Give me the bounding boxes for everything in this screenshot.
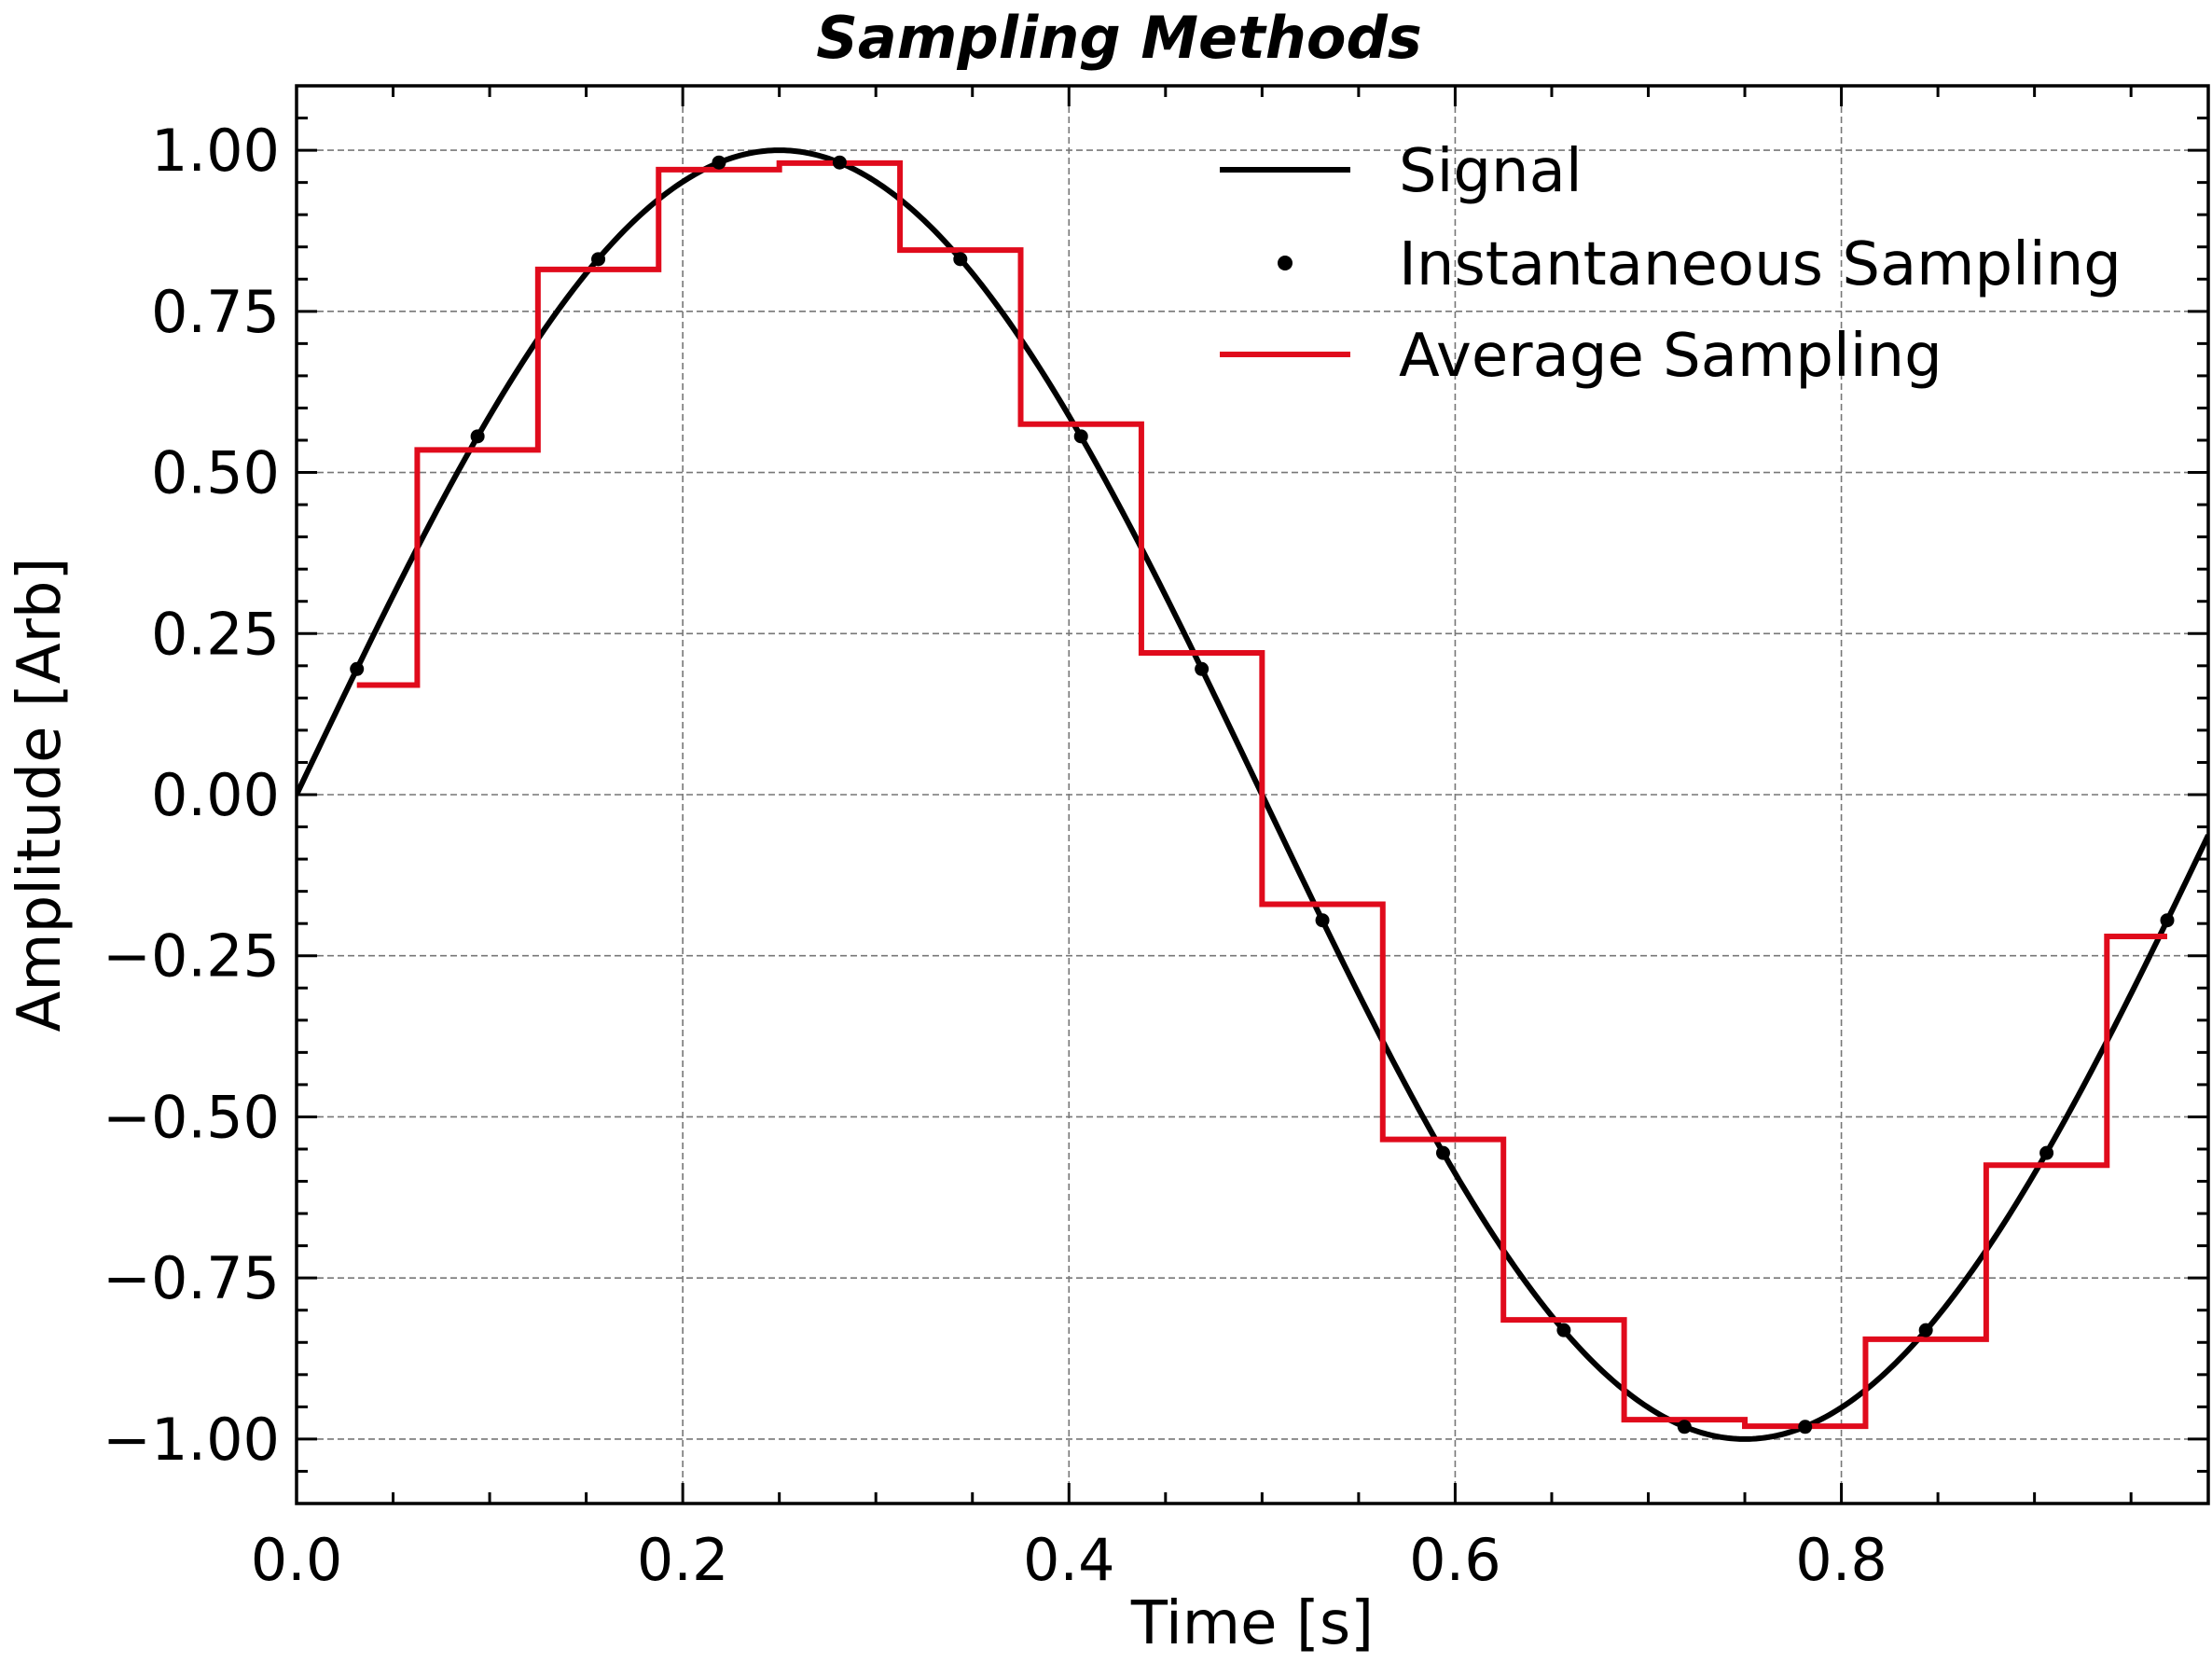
chart-title: Sampling Methods: [816, 4, 1422, 72]
y-tick-label: 0.25: [151, 600, 280, 668]
axis-ticks: [295, 86, 2208, 1504]
instantaneous-sample-point: [2039, 1145, 2054, 1160]
signal-line: [297, 147, 2208, 1442]
x-axis-label: Time [s]: [1130, 1589, 1374, 1658]
legend-marker-instantaneous: [1278, 256, 1293, 270]
legend-label: Instantaneous Sampling: [1399, 230, 2122, 299]
instantaneous-sample-point: [1315, 913, 1330, 928]
y-axis-label: Amplitude [Arb]: [6, 558, 75, 1032]
instantaneous-sample-point: [1195, 661, 1210, 676]
x-tick-label: 0.4: [1023, 1526, 1115, 1594]
instantaneous-sample-point: [1073, 429, 1088, 444]
x-tick-label: 0.6: [1409, 1526, 1501, 1594]
x-tick-label: 0.2: [637, 1526, 729, 1594]
instantaneous-sample-point: [1435, 1145, 1450, 1160]
x-tick-labels: 0.0 0.2 0.4 0.6 0.8: [251, 1526, 1887, 1594]
instantaneous-sample-point: [2160, 913, 2175, 928]
instantaneous-sample-point: [1677, 1420, 1692, 1434]
instantaneous-sample-point: [470, 429, 485, 444]
x-tick-label: 0.8: [1795, 1526, 1887, 1594]
legend-label: Average Sampling: [1399, 322, 1942, 391]
y-tick-label: 1.00: [151, 117, 280, 185]
instantaneous-sample-point: [591, 252, 606, 267]
y-tick-label: 0.50: [151, 439, 280, 507]
instantaneous-sample-point: [1798, 1420, 1813, 1434]
plot-area: [297, 147, 2208, 1442]
y-tick-label: −0.25: [103, 922, 280, 991]
instantaneous-sample-point: [1918, 1323, 1933, 1337]
plot-frame: [295, 84, 2210, 1505]
legend: Signal Instantaneous Sampling Average Samp…: [1220, 137, 2122, 391]
instantaneous-sample-point: [712, 155, 726, 170]
x-tick-label: 0.0: [251, 1526, 343, 1594]
y-tick-labels: 1.00 0.75 0.50 0.25 0.00 −0.25 −0.50 −0.75 −1.00: [103, 117, 280, 1474]
y-tick-label: 0.00: [151, 761, 280, 829]
instantaneous-sample-point: [1556, 1323, 1571, 1337]
legend-label: Signal: [1399, 137, 1583, 206]
y-tick-label: −0.75: [103, 1244, 280, 1312]
y-tick-label: 0.75: [151, 278, 280, 346]
instantaneous-sample-point: [350, 661, 365, 676]
instantaneous-sample-point: [953, 252, 968, 267]
instantaneous-sample-point: [832, 155, 847, 170]
average-sampling-step: [356, 159, 2167, 1430]
y-tick-label: −1.00: [103, 1406, 280, 1474]
y-tick-label: −0.50: [103, 1083, 280, 1151]
grid: [297, 86, 2208, 1504]
